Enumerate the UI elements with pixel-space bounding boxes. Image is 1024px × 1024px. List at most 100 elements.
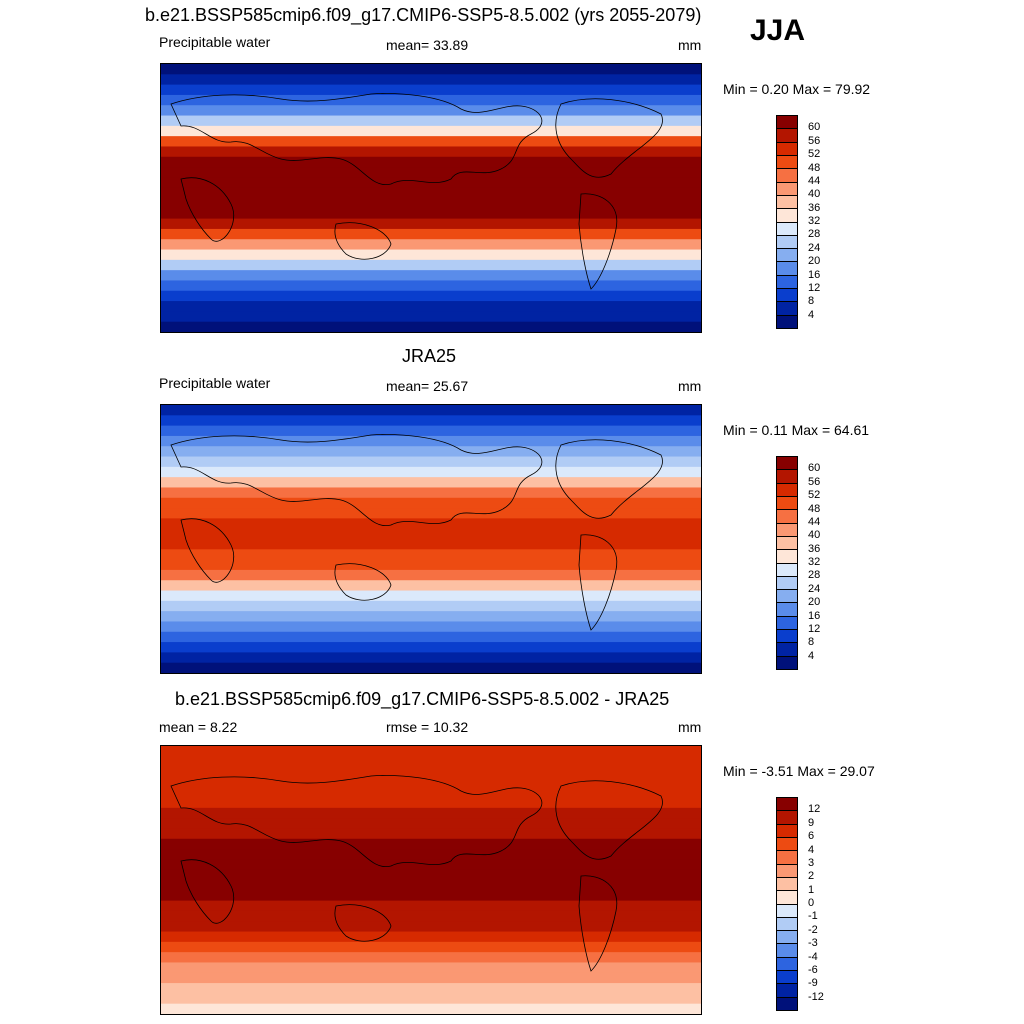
map-field-band	[161, 931, 701, 943]
panel-2-minmax: Min = 0.11 Max = 64.61	[723, 422, 870, 438]
colorbar-tick-label: 20	[808, 255, 821, 268]
map-field-band	[161, 177, 701, 189]
map-field-band	[161, 890, 701, 902]
map-field-band	[161, 280, 701, 292]
coastline	[334, 904, 392, 942]
map-field-band	[161, 497, 701, 510]
panel-1-variable: Precipitable water	[159, 34, 271, 50]
colorbar-segment	[777, 603, 797, 617]
colorbar-segment	[777, 643, 797, 657]
map-field-band	[161, 993, 701, 1005]
colorbar-segment	[777, 917, 797, 932]
colorbar-tick-label: 12	[808, 281, 821, 294]
panel-2-map-field	[161, 405, 701, 673]
map-field-band	[161, 321, 701, 332]
colorbar-segment	[777, 550, 797, 564]
colorbar-tick-label: 40	[808, 529, 821, 542]
colorbar-tick-label: 16	[808, 609, 821, 622]
map-field-band	[161, 415, 701, 427]
map-field-band	[161, 910, 701, 923]
panel-1-units: mm	[678, 37, 702, 53]
map-field-band	[161, 621, 701, 633]
coastline	[334, 222, 392, 260]
map-field-band	[161, 849, 701, 861]
map-field-band	[161, 569, 701, 582]
colorbar-segment	[777, 249, 797, 263]
colorbar-tick-label: 4	[808, 308, 815, 321]
colorbar-segment	[777, 262, 797, 276]
map-field-band	[161, 136, 701, 148]
colorbar-tick-label: 44	[808, 515, 821, 528]
map-field-band	[161, 642, 701, 654]
map-field-band	[161, 921, 701, 933]
colorbar-segment	[777, 891, 797, 905]
colorbar-segment	[777, 302, 797, 316]
map-field-band	[161, 84, 701, 96]
colorbar-tick-label: 48	[808, 161, 821, 174]
map-field-band	[161, 218, 701, 230]
map-field-band	[161, 115, 701, 127]
map-field-band	[161, 869, 701, 881]
colorbar-segment	[777, 904, 797, 918]
map-field-band	[161, 290, 701, 303]
colorbar-tick-label: -6	[808, 963, 818, 976]
map-field-band	[161, 746, 701, 758]
colorbar-tick-label: 24	[808, 241, 821, 254]
colorbar-segment	[777, 510, 797, 524]
colorbar-tick-label: 32	[808, 215, 821, 227]
colorbar-tick-label: 0	[808, 897, 815, 909]
map-field-band	[161, 766, 701, 778]
colorbar-tick-label: 9	[808, 816, 815, 829]
panel-3-map-field	[161, 746, 701, 1014]
colorbar-segment	[777, 457, 797, 471]
colorbar-tick-label: 28	[808, 228, 821, 241]
map-field-band	[161, 249, 701, 261]
colorbar-segment	[777, 129, 797, 143]
coastline	[555, 439, 663, 519]
map-field-band	[161, 146, 701, 158]
colorbar-tick-label: 32	[808, 556, 821, 568]
colorbar-segment	[777, 590, 797, 604]
colorbar-tick-label: 40	[808, 188, 821, 201]
panel-3-mean: mean = 8.22	[159, 719, 238, 735]
map-field-band	[161, 477, 701, 489]
panel-3-title: b.e21.BSSP585cmip6.f09_g17.CMIP6-SSP5-8.…	[175, 689, 670, 709]
panel-1-title: b.e21.BSSP585cmip6.f09_g17.CMIP6-SSP5-8.…	[145, 5, 702, 25]
colorbar-segment	[777, 616, 797, 631]
map-field-band	[161, 270, 701, 282]
map-field-band	[161, 208, 701, 220]
panel-2-title: JRA25	[402, 346, 457, 366]
colorbar-tick-label: 52	[808, 489, 821, 502]
colorbar-tick-label: -1	[808, 910, 818, 923]
map-field-band	[161, 301, 701, 313]
colorbar-segment	[777, 971, 797, 985]
colorbar-segment	[777, 944, 797, 958]
colorbar-segment	[777, 289, 797, 303]
colorbar-segment	[777, 997, 797, 1010]
coastline	[578, 534, 618, 631]
map-field-band	[161, 652, 701, 664]
colorbar-segment	[777, 811, 797, 825]
map-field-band	[161, 787, 701, 799]
panel-1-mean: mean= 33.89	[386, 37, 469, 53]
panel-3-rmse: rmse = 10.32	[386, 719, 469, 735]
colorbar-segment	[777, 837, 797, 852]
map-field-band	[161, 259, 701, 272]
colorbar-tick-label: 44	[808, 174, 821, 187]
map-field-band	[161, 797, 701, 809]
coastline	[180, 859, 235, 924]
panel-3-map	[160, 745, 702, 1015]
map-field-band	[161, 156, 701, 169]
colorbar-segment	[777, 222, 797, 236]
colorbar-tick-label: 2	[808, 870, 815, 883]
colorbar-tick-label: 60	[808, 121, 821, 134]
panel-2-colorbar	[776, 456, 798, 670]
colorbar-tick-label: 20	[808, 596, 821, 609]
colorbar-tick-label: 3	[808, 856, 815, 869]
map-field-band	[161, 528, 701, 540]
colorbar-tick-label: -12	[808, 990, 824, 1003]
colorbar-segment	[777, 195, 797, 210]
colorbar-segment	[777, 182, 797, 196]
colorbar-segment	[777, 169, 797, 183]
map-field-band	[161, 900, 701, 912]
